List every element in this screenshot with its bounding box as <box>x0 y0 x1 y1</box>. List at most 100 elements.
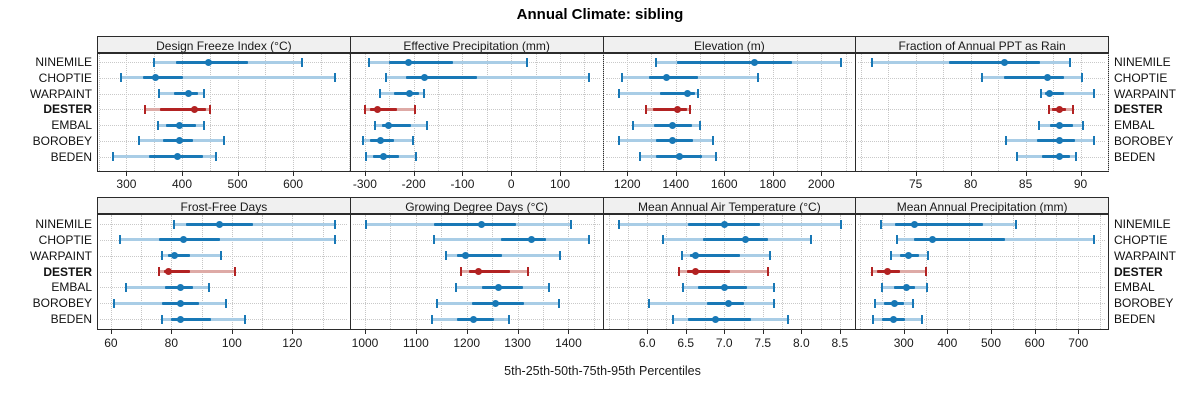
panel-title: Growing Degree Days (°C) <box>405 200 549 214</box>
iqr-band-25-75 <box>369 107 397 111</box>
site-label-left: EMBAL <box>51 280 92 295</box>
whisker-cap-95th <box>925 282 928 292</box>
panel-body <box>349 53 604 172</box>
axis-tick <box>1025 172 1027 176</box>
axis-tick <box>126 172 128 176</box>
range-band-5-95 <box>162 254 222 258</box>
whisker-cap-5th <box>661 235 664 245</box>
whisker-cap-95th <box>921 314 924 324</box>
axis-tick <box>675 172 677 176</box>
gridline-vertical <box>181 54 183 171</box>
gridline-vertical <box>1053 54 1055 171</box>
axis-tick-label: 120 <box>282 336 303 350</box>
axis-tick <box>231 330 233 334</box>
whisker-cap-95th <box>1075 152 1078 161</box>
median-dot <box>470 315 478 323</box>
gridline-vertical <box>438 54 440 171</box>
row-guide-line <box>352 109 600 111</box>
median-dot <box>712 315 720 323</box>
row-guide-line <box>605 109 853 111</box>
row-guide-line <box>858 287 1105 289</box>
site-label-left: BOROBEY <box>32 133 92 148</box>
site-label-right: NINEMILE <box>1114 55 1171 69</box>
axis-tick <box>511 172 513 176</box>
row-guide-line <box>605 93 853 95</box>
iqr-band-25-75 <box>1036 139 1076 143</box>
axis-tick <box>517 330 519 334</box>
panel-title: Design Freeze Index (°C) <box>156 39 292 53</box>
whisker-cap-95th <box>558 298 561 308</box>
whisker-cap-95th <box>773 282 776 292</box>
whisker-cap-95th <box>588 73 591 83</box>
axis-tick-label: 1400 <box>662 177 690 191</box>
whisker-cap-95th <box>507 314 510 324</box>
axis-tick-label: 700 <box>1068 336 1089 350</box>
median-dot <box>216 220 224 228</box>
range-band-5-95 <box>385 76 590 80</box>
whisker-cap-95th <box>772 298 775 308</box>
axis-tick <box>947 330 949 334</box>
axis-tick-label: 1000 <box>351 336 379 350</box>
axis-tick-label: 2000 <box>807 177 835 191</box>
whisker-cap-95th <box>423 89 426 98</box>
gridline-vertical <box>237 54 239 171</box>
whisker-cap-95th <box>224 298 227 308</box>
site-label-left: WARPAINT <box>30 248 92 263</box>
whisker-cap-5th <box>639 152 642 161</box>
axis-tick <box>293 172 295 176</box>
median-dot <box>929 236 936 244</box>
whisker-cap-95th <box>768 251 771 261</box>
row-guide-line <box>605 125 853 126</box>
median-dot <box>376 137 384 145</box>
axis-tick-label: 1800 <box>759 177 787 191</box>
row-guide-line <box>352 156 600 158</box>
axis-tick <box>110 330 112 334</box>
axis-tick-label: 60 <box>104 336 118 350</box>
axis-tick-label: 75 <box>909 177 923 191</box>
row-guide-line <box>858 93 1105 95</box>
iqr-band-25-75 <box>676 60 793 64</box>
site-label-right: NINEMILE <box>1114 217 1171 231</box>
axis-tick-label: 6.5 <box>677 336 695 350</box>
whisker-cap-5th <box>118 235 121 245</box>
axis-tick <box>915 172 917 176</box>
whisker-cap-5th <box>379 89 381 98</box>
median-dot <box>461 252 469 260</box>
iqr-band-25-75 <box>687 270 730 274</box>
range-band-5-95 <box>120 76 335 80</box>
whisker-cap-95th <box>1093 235 1096 245</box>
whisker-cap-5th <box>1015 152 1018 161</box>
iqr-band-25-75 <box>163 270 190 274</box>
iqr-band-25-75 <box>456 254 502 258</box>
median-dot <box>1056 105 1064 113</box>
whisker-cap-5th <box>137 136 140 146</box>
gridline-vertical <box>700 54 701 171</box>
panel-title: Elevation (m) <box>694 39 765 53</box>
whisker-cap-5th <box>161 314 164 324</box>
gridline-vertical <box>970 54 972 171</box>
axis-tick-label: 1300 <box>504 336 531 350</box>
iqr-band-25-75 <box>913 238 1006 242</box>
median-dot <box>720 283 728 291</box>
site-label-left: DESTER <box>43 264 92 279</box>
whisker-cap-95th <box>588 235 591 245</box>
iqr-band-25-75 <box>652 107 688 111</box>
axis-tick <box>1034 330 1036 334</box>
median-dot <box>185 90 193 97</box>
whisker-cap-95th <box>426 120 429 130</box>
whisker-cap-95th <box>215 152 218 161</box>
axis-tick-label: 100 <box>221 336 242 350</box>
median-dot <box>675 153 683 160</box>
median-dot <box>668 137 676 145</box>
median-dot <box>1044 74 1052 82</box>
row-guide-line <box>100 93 347 95</box>
axis-tick <box>365 330 366 334</box>
site-label-right: EMBAL <box>1114 280 1155 295</box>
whisker-cap-5th <box>896 235 899 245</box>
site-label-right: BOROBEY <box>1114 296 1174 311</box>
axis-tick-label: 8.0 <box>792 336 810 350</box>
whisker-cap-5th <box>980 73 983 83</box>
whisker-cap-95th <box>333 219 336 229</box>
whisker-cap-5th <box>143 104 146 114</box>
whisker-cap-5th <box>112 152 115 161</box>
